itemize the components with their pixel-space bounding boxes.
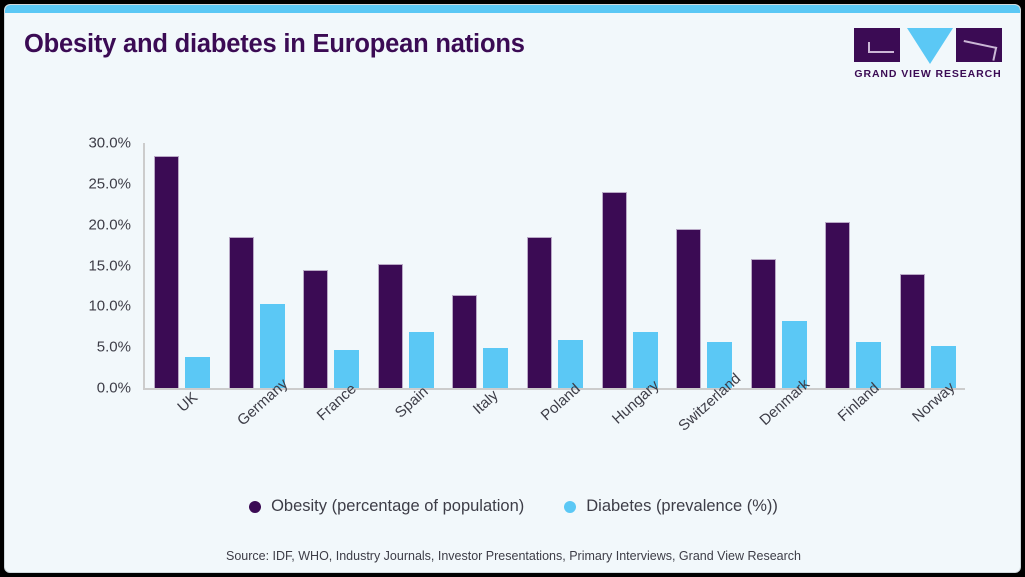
- bar-diabetes[interactable]: [483, 347, 509, 388]
- bar-groups: [145, 143, 965, 388]
- page-title: Obesity and diabetes in European nations: [24, 30, 525, 58]
- bar-group: [518, 143, 593, 388]
- bar-diabetes[interactable]: [185, 356, 211, 388]
- bar-diabetes[interactable]: [930, 346, 956, 388]
- x-axis-label-cell: Finland: [816, 380, 891, 462]
- bar-group: [816, 143, 891, 388]
- bar-obesity[interactable]: [750, 258, 776, 388]
- bar-obesity[interactable]: [899, 274, 925, 388]
- logo-right-square-icon: [956, 28, 1002, 62]
- bar-obesity[interactable]: [228, 236, 254, 388]
- bar-obesity[interactable]: [452, 294, 478, 388]
- bar-obesity[interactable]: [377, 263, 403, 388]
- x-axis-label-cell: Hungary: [592, 377, 667, 462]
- bar-diabetes[interactable]: [856, 342, 882, 388]
- bar-obesity[interactable]: [601, 192, 627, 388]
- y-axis-tick-label: 20.0%: [88, 216, 131, 234]
- legend-item[interactable]: Obesity (percentage of population): [249, 497, 524, 516]
- plot-area: [143, 143, 965, 390]
- x-axis-label-cell: Denmark: [741, 376, 816, 462]
- bar-group: [443, 143, 518, 388]
- x-axis-line: [143, 388, 965, 390]
- bar-diabetes[interactable]: [781, 321, 807, 388]
- y-axis-tick-label: 30.0%: [88, 134, 131, 152]
- bar-diabetes[interactable]: [632, 332, 658, 388]
- y-axis-tick-label: 0.0%: [96, 379, 131, 397]
- bar-obesity[interactable]: [154, 156, 180, 388]
- bar-obesity[interactable]: [825, 222, 851, 388]
- bar-group: [145, 143, 220, 388]
- x-axis-label-cell: UK: [145, 389, 220, 462]
- logo-left-square-icon: [854, 28, 900, 62]
- legend-label: Obesity (percentage of population): [271, 497, 525, 515]
- bar-group: [294, 143, 369, 388]
- legend-swatch-icon: [249, 500, 262, 513]
- legend-item[interactable]: Diabetes (prevalence (%)): [564, 497, 778, 516]
- bar-group: [667, 143, 742, 388]
- x-axis-label-cell: Switzerland: [667, 370, 744, 462]
- chart-legend: Obesity (percentage of population) Diabet…: [5, 497, 1020, 516]
- bar-diabetes[interactable]: [558, 339, 583, 388]
- bar-diabetes[interactable]: [707, 342, 733, 388]
- y-axis-tick-label: 10.0%: [88, 297, 131, 315]
- x-axis-label-cell: Poland: [518, 380, 593, 462]
- logo-triangle-icon: [907, 28, 953, 64]
- x-axis-label-cell: Spain: [369, 383, 444, 462]
- bar-group: [592, 143, 667, 388]
- logo-wordmark: GRAND VIEW RESEARCH: [854, 68, 1002, 80]
- legend-label: Diabetes (prevalence (%)): [586, 497, 778, 515]
- bar-group: [220, 143, 295, 388]
- chart-card: Obesity and diabetes in European nations…: [4, 4, 1021, 573]
- x-axis-category-labels: UK Germany France Spain Italy Poland Hungary Sw…: [145, 370, 965, 462]
- x-axis-label-cell: France: [294, 380, 369, 462]
- logo-marks: [854, 28, 1002, 64]
- y-axis-tick-label: 5.0%: [96, 338, 131, 356]
- x-axis-label-cell: Italy: [443, 387, 518, 462]
- bar-group: [890, 143, 965, 388]
- source-note: Source: IDF, WHO, Industry Journals, Inv…: [226, 549, 801, 563]
- brand-logo: GRAND VIEW RESEARCH: [854, 28, 1002, 83]
- bar-diabetes[interactable]: [334, 349, 360, 388]
- top-accent-bar: [5, 5, 1020, 13]
- bar-diabetes[interactable]: [259, 303, 285, 388]
- bar-obesity[interactable]: [676, 228, 702, 388]
- x-axis-tick-label: Italy: [470, 386, 503, 418]
- x-axis-label-cell: Germany: [220, 375, 295, 462]
- bar-group: [741, 143, 816, 388]
- legend-swatch-icon: [564, 500, 577, 513]
- bar-obesity[interactable]: [527, 236, 552, 388]
- bar-obesity[interactable]: [303, 269, 329, 388]
- y-axis-tick-label: 15.0%: [88, 257, 131, 274]
- x-axis-label-cell: Norway: [890, 379, 965, 462]
- y-axis-line: [143, 143, 145, 388]
- bar-diabetes[interactable]: [408, 332, 434, 388]
- x-axis-tick-label: UK: [174, 389, 202, 416]
- bar-group: [369, 143, 444, 388]
- y-axis-tick-label: 25.0%: [88, 175, 131, 193]
